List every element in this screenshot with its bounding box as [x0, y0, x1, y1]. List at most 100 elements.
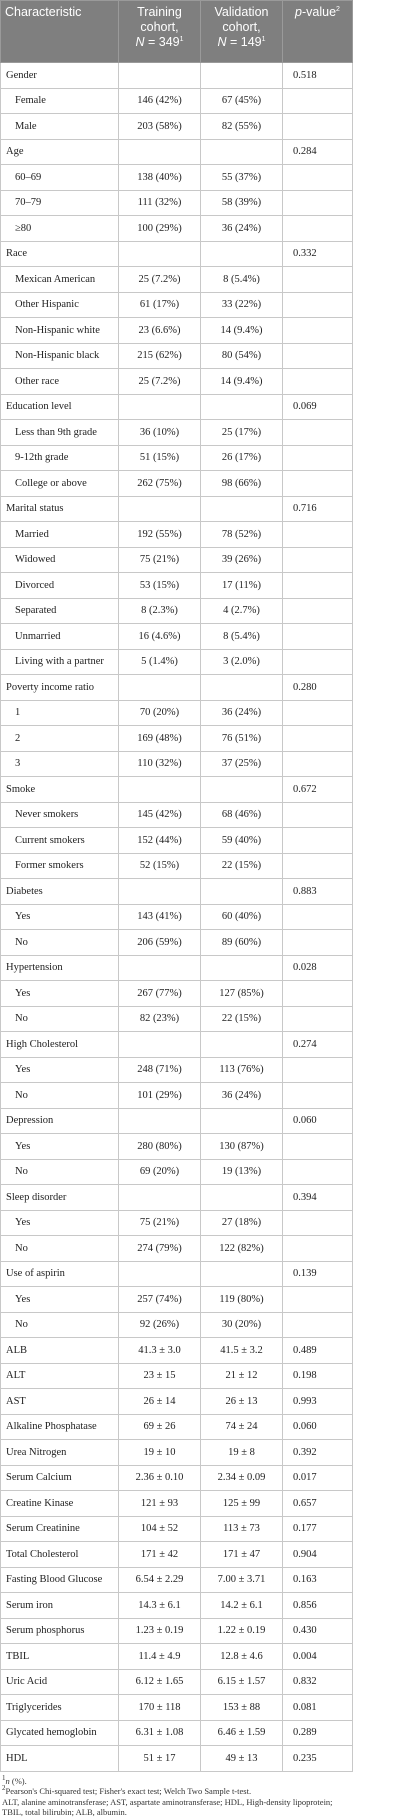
cell: [282, 1082, 353, 1109]
cell: 274 (79%): [118, 1235, 201, 1262]
cell: 41.3 ± 3.0: [118, 1337, 201, 1364]
row-label: Alkaline Phosphatase: [0, 1413, 119, 1440]
cell: [282, 342, 353, 369]
cell: 76 (51%): [200, 725, 283, 752]
cell: 8 (5.4%): [200, 623, 283, 650]
cell: [200, 62, 283, 89]
row-label: TBIL: [0, 1643, 119, 1670]
cell: 0.177: [282, 1515, 353, 1542]
table-row: Education level 0.069: [0, 393, 353, 420]
table-row: 60–69 138 (40%) 55 (37%): [0, 164, 353, 191]
footnote-text: (%).: [9, 1775, 27, 1786]
cell: [282, 444, 353, 471]
row-label: Never smokers: [0, 801, 119, 828]
row-label: Non-Hispanic black: [0, 342, 119, 369]
cell: [118, 1107, 201, 1134]
row-label: Depression: [0, 1107, 119, 1134]
cell: 25 (17%): [200, 419, 283, 446]
cell: [282, 215, 353, 242]
cell: [200, 878, 283, 905]
table-row: Widowed 75 (21%) 39 (26%): [0, 546, 353, 573]
cell: 113 (76%): [200, 1056, 283, 1083]
row-label: Yes: [0, 1133, 119, 1160]
row-label: ≥80: [0, 215, 119, 242]
row-label: No: [0, 1235, 119, 1262]
cell: 75 (21%): [118, 546, 201, 573]
cell: 78 (52%): [200, 521, 283, 548]
cell: 0.081: [282, 1694, 353, 1721]
cell: [282, 648, 353, 675]
table-figure: Characteristic Training cohort, N = 3491 …: [0, 0, 353, 1818]
cell: 257 (74%): [118, 1286, 201, 1313]
row-label: Widowed: [0, 546, 119, 573]
cell: 0.518: [282, 62, 353, 89]
cell: [282, 368, 353, 395]
cell: 7.00 ± 3.71: [200, 1566, 283, 1593]
cell: 8 (5.4%): [200, 266, 283, 293]
cell: 6.31 ± 1.08: [118, 1719, 201, 1746]
cell: 61 (17%): [118, 291, 201, 318]
cell: 0.069: [282, 393, 353, 420]
table-row: Alkaline Phosphatase 69 ± 26 74 ± 24 0.060: [0, 1413, 353, 1440]
table-row: Serum iron 14.3 ± 6.1 14.2 ± 6.1 0.856: [0, 1592, 353, 1619]
row-label: 70–79: [0, 189, 119, 216]
cell: [282, 1209, 353, 1236]
header-p: p: [295, 5, 302, 19]
table-row: Mexican American 25 (7.2%) 8 (5.4%): [0, 266, 353, 293]
cell: 36 (24%): [200, 215, 283, 242]
header-note: 1: [261, 35, 266, 43]
cell: [200, 674, 283, 701]
cell: 171 ± 42: [118, 1541, 201, 1568]
cell: 33 (22%): [200, 291, 283, 318]
header-note: 1: [179, 35, 184, 43]
row-label: Creatine Kinase: [0, 1490, 119, 1517]
row-label: Age: [0, 138, 119, 165]
cell: 192 (55%): [118, 521, 201, 548]
cell: 23 ± 15: [118, 1362, 201, 1389]
row-label: Other race: [0, 368, 119, 395]
cell: 36 (24%): [200, 699, 283, 726]
table-row: Smoke 0.672: [0, 776, 353, 803]
cell: 267 (77%): [118, 980, 201, 1007]
cell: 75 (21%): [118, 1209, 201, 1236]
header-note: 2: [336, 5, 340, 13]
cell: [118, 878, 201, 905]
cell: [282, 317, 353, 344]
cell: [200, 495, 283, 522]
cell: [282, 1286, 353, 1313]
cell: [118, 1184, 201, 1211]
cell: 25 (7.2%): [118, 368, 201, 395]
cell: 125 ± 99: [200, 1490, 283, 1517]
footnote: ALT, alanine aminotransferase; AST, aspa…: [2, 1797, 350, 1818]
table-row: Never smokers 145 (42%) 68 (46%): [0, 801, 353, 828]
footnote-text: Pearson's Chi-squared test; Fisher's exa…: [5, 1786, 252, 1796]
table-row: Current smokers 152 (44%) 59 (40%): [0, 827, 353, 854]
cell: 280 (80%): [118, 1133, 201, 1160]
cell: [200, 393, 283, 420]
cell: [200, 240, 283, 267]
cell: 0.883: [282, 878, 353, 905]
header-n-value: = 349: [144, 35, 180, 49]
cell: 26 (17%): [200, 444, 283, 471]
cell: 215 (62%): [118, 342, 201, 369]
row-label: Unmarried: [0, 623, 119, 650]
row-label: Poverty income ratio: [0, 674, 119, 701]
cell: 6.54 ± 2.29: [118, 1566, 201, 1593]
row-label: Divorced: [0, 572, 119, 599]
row-label: Education level: [0, 393, 119, 420]
cell: 82 (55%): [200, 113, 283, 140]
table-row: Diabetes 0.883: [0, 878, 353, 905]
cell: [282, 725, 353, 752]
cell: 51 ± 17: [118, 1745, 201, 1772]
table-row: Serum Calcium 2.36 ± 0.10 2.34 ± 0.09 0.017: [0, 1464, 353, 1491]
table-row: No 69 (20%) 19 (13%): [0, 1158, 353, 1185]
cell: [282, 1311, 353, 1338]
cell: [118, 1260, 201, 1287]
row-label: Fasting Blood Glucose: [0, 1566, 119, 1593]
table-row: TBIL 11.4 ± 4.9 12.8 ± 4.6 0.004: [0, 1643, 353, 1670]
cell: 101 (29%): [118, 1082, 201, 1109]
table-row: Non-Hispanic black 215 (62%) 80 (54%): [0, 342, 353, 369]
table-row: Fasting Blood Glucose 6.54 ± 2.29 7.00 ± 3…: [0, 1566, 353, 1593]
cell: 98 (66%): [200, 470, 283, 497]
row-label: Hypertension: [0, 954, 119, 981]
